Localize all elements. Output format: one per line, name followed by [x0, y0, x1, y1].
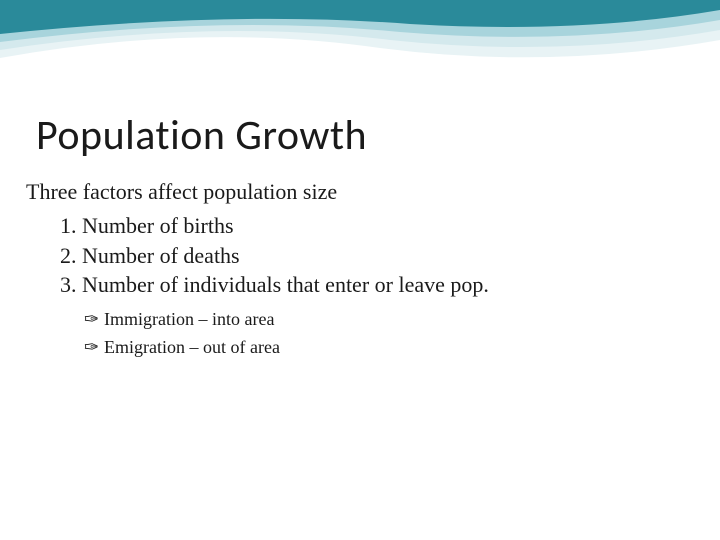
- sub-item: ✑ Immigration – into area: [84, 306, 700, 334]
- slide-content: Population Growth Three factors affect p…: [36, 110, 700, 362]
- sublist: ✑ Immigration – into area ✑ Emigration –…: [84, 306, 700, 362]
- sub-item-term: Immigration: [104, 309, 194, 329]
- numbered-list: 1. Number of births 2. Number of deaths …: [60, 211, 700, 362]
- curly-bullet-icon: ✑: [84, 306, 104, 334]
- item-number: 1.: [60, 213, 77, 238]
- item-text: Number of deaths: [82, 243, 240, 268]
- intro-text: Three factors affect population size: [26, 179, 700, 205]
- wave-light: [0, 0, 720, 50]
- list-item: 1. Number of births: [60, 211, 700, 241]
- slide-title: Population Growth: [36, 110, 700, 161]
- wave-mid: [0, 0, 720, 42]
- sub-item: ✑ Emigration – out of area: [84, 334, 700, 362]
- item-number: 2.: [60, 243, 77, 268]
- wave-dark: [0, 0, 720, 34]
- list-item: 2. Number of deaths: [60, 241, 700, 271]
- wave-decoration: [0, 0, 720, 110]
- list-item: 3. Number of individuals that enter or l…: [60, 270, 700, 300]
- item-text: Number of individuals that enter or leav…: [82, 272, 489, 297]
- curly-bullet-icon: ✑: [84, 334, 104, 362]
- sub-item-text: Emigration – out of area: [104, 334, 280, 362]
- sub-item-text: Immigration – into area: [104, 306, 274, 334]
- sub-item-desc: – into area: [194, 309, 274, 329]
- item-text: Number of births: [82, 213, 234, 238]
- wave-lightest: [0, 0, 720, 58]
- sub-item-term: Emigration: [104, 337, 185, 357]
- item-number: 3.: [60, 272, 77, 297]
- sub-item-desc: – out of area: [185, 337, 280, 357]
